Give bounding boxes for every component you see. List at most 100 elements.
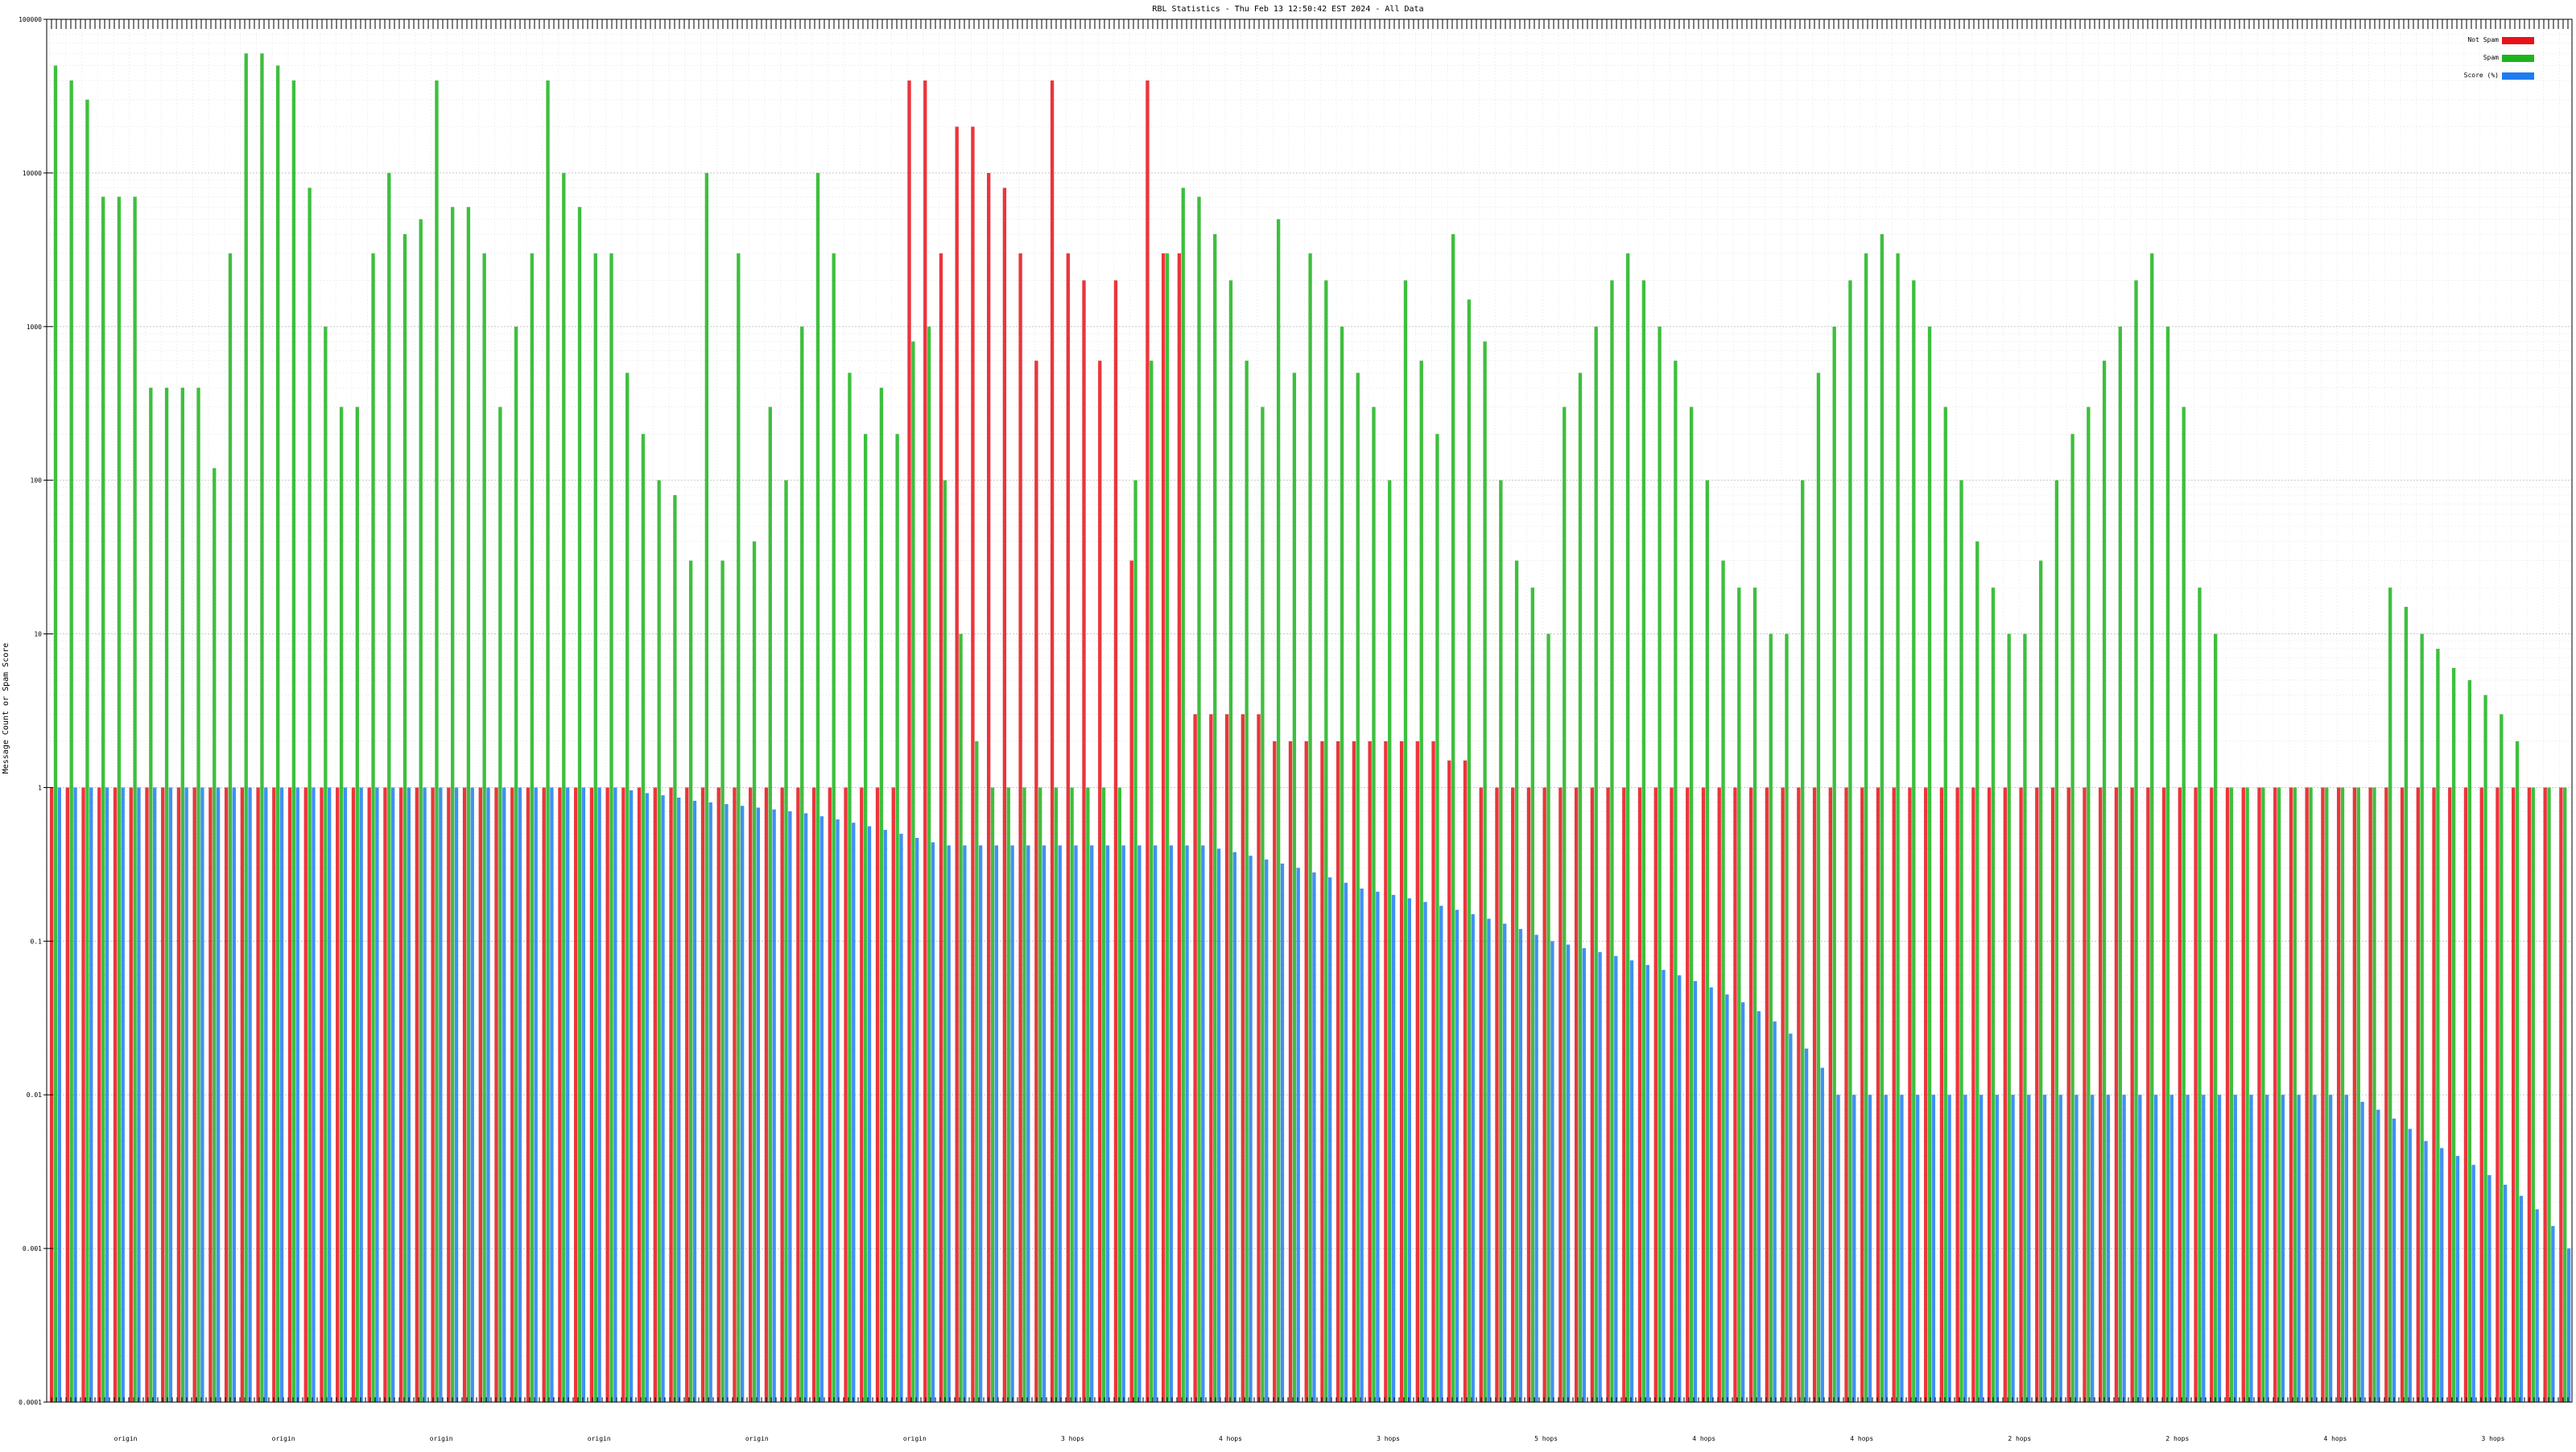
bar-not-spam <box>844 787 848 1402</box>
x-group-label: origin <box>114 1435 138 1442</box>
bar-spam <box>1022 787 1026 1402</box>
bar-spam <box>1356 373 1360 1402</box>
bar-score <box>1550 941 1554 1402</box>
bar-score <box>915 838 919 1402</box>
bar-score <box>1360 888 1364 1402</box>
bar-score <box>2249 1095 2253 1402</box>
legend-label: Not Spam <box>2467 36 2499 43</box>
bar-spam <box>2007 633 2011 1402</box>
bar-spam <box>1785 633 1789 1402</box>
bar-score <box>2233 1095 2237 1402</box>
bar-not-spam <box>2432 787 2436 1402</box>
bar-not-spam <box>351 787 356 1402</box>
bar-score <box>1010 845 1014 1402</box>
bar-score <box>2408 1128 2412 1402</box>
x-group-label: origin <box>903 1435 927 1442</box>
plot-frame <box>46 19 2573 1403</box>
bar-not-spam <box>1955 787 1959 1402</box>
bar-not-spam <box>1939 787 1944 1402</box>
bar-not-spam <box>161 787 165 1402</box>
bar-score <box>486 787 490 1402</box>
bar-spam <box>1864 253 1868 1402</box>
y-tick-label: 10 <box>34 631 42 638</box>
bar-not-spam <box>653 787 658 1402</box>
bar-not-spam <box>2543 787 2547 1402</box>
bar-not-spam <box>1971 787 1975 1402</box>
bar-not-spam <box>1399 740 1404 1402</box>
x-group-label: origin <box>430 1435 453 1442</box>
bar-spam <box>1991 588 1996 1402</box>
bar-not-spam <box>986 172 991 1402</box>
bar-not-spam <box>383 787 387 1402</box>
bar-spam <box>2404 606 2409 1402</box>
bar-score <box>121 787 125 1402</box>
bar-score <box>963 845 967 1402</box>
bar-not-spam <box>1447 760 1451 1402</box>
bar-not-spam <box>1273 740 1277 1402</box>
x-group-label: origin <box>588 1435 611 1442</box>
bar-not-spam <box>764 787 769 1402</box>
bar-spam <box>895 434 899 1402</box>
bar-spam <box>1006 787 1010 1402</box>
bar-spam <box>863 434 868 1402</box>
y-tick-label: 1000 <box>27 324 42 331</box>
bar-score <box>803 813 808 1402</box>
bar-spam <box>69 80 73 1403</box>
x-group-label: 2 hops <box>2008 1435 2031 1442</box>
bar-spam <box>2038 560 2043 1402</box>
bar-not-spam <box>621 787 625 1402</box>
bar-not-spam <box>336 787 340 1402</box>
bar-not-spam <box>1224 714 1229 1402</box>
bar-spam <box>371 253 375 1402</box>
bar-not-spam <box>1558 787 1563 1402</box>
bar-not-spam <box>875 787 880 1402</box>
bar-not-spam <box>1336 740 1340 1402</box>
bar-not-spam <box>1701 787 1706 1402</box>
bar-score <box>1995 1095 1999 1402</box>
bar-spam <box>435 80 439 1403</box>
bar-score <box>390 787 395 1402</box>
bar-score <box>1058 845 1062 1402</box>
bar-score <box>2566 1248 2571 1402</box>
bar-not-spam <box>510 787 514 1402</box>
bar-score <box>661 795 665 1402</box>
bar-score <box>756 807 761 1402</box>
bar-spam <box>2102 361 2107 1403</box>
bar-spam <box>784 480 788 1402</box>
bar-score <box>1471 914 1475 1402</box>
bar-spam <box>2165 326 2170 1402</box>
bar-score <box>1169 845 1174 1402</box>
bar-not-spam <box>2321 787 2325 1402</box>
bar-score <box>2376 1109 2380 1402</box>
bar-spam <box>308 188 312 1402</box>
bar-not-spam <box>2050 787 2055 1402</box>
bar-score <box>883 830 887 1402</box>
bar-spam <box>2229 787 2234 1402</box>
bar-score <box>1852 1095 1856 1402</box>
bar-not-spam <box>320 787 324 1402</box>
bar-score <box>1884 1095 1888 1402</box>
bar-spam <box>720 560 724 1402</box>
bar-score <box>1026 845 1030 1402</box>
bar-score <box>994 845 999 1402</box>
bar-not-spam <box>2463 787 2468 1402</box>
x-group-label: 2 hops <box>2165 1435 2189 1442</box>
bar-score <box>1137 845 1141 1402</box>
bar-score <box>1534 934 1538 1402</box>
y-tick-label: 1 <box>38 784 42 791</box>
bar-not-spam <box>145 787 149 1402</box>
bar-spam <box>768 406 772 1403</box>
bar-not-spam <box>1209 714 1213 1402</box>
bar-score <box>2535 1209 2539 1402</box>
bar-spam <box>180 387 184 1402</box>
bar-score <box>2487 1175 2491 1402</box>
bar-spam <box>1721 560 1725 1402</box>
bar-spam <box>451 207 455 1403</box>
bar-score <box>613 787 617 1402</box>
bar-spam <box>2293 787 2297 1402</box>
bar-score <box>295 787 299 1402</box>
bar-not-spam <box>1257 714 1261 1402</box>
bar-spam <box>1848 280 1852 1403</box>
bar-spam <box>1435 434 1439 1402</box>
bar-score <box>899 833 903 1402</box>
